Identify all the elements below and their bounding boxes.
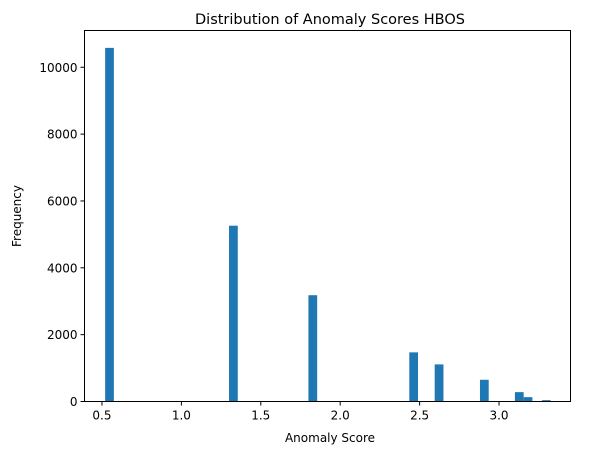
histogram-bar bbox=[409, 352, 419, 402]
y-tick-label: 8000 bbox=[47, 128, 78, 142]
histogram-bar bbox=[308, 295, 318, 402]
plot-area-frame bbox=[84, 30, 571, 402]
y-tick-label: 6000 bbox=[47, 194, 78, 208]
y-axis-label: Frequency bbox=[10, 185, 24, 247]
x-tick-label: 0.5 bbox=[92, 409, 111, 423]
x-tick-label: 1.5 bbox=[251, 409, 270, 423]
y-tick-label: 0 bbox=[70, 395, 78, 409]
y-tick-label: 4000 bbox=[47, 261, 78, 275]
x-axis-ticks: 0.5 1.0 1.5 2.0 2.5 3.0 bbox=[92, 401, 509, 423]
histogram-bar bbox=[229, 225, 238, 402]
histogram-bar bbox=[514, 392, 524, 402]
histogram-bar bbox=[541, 400, 551, 402]
bars-group bbox=[105, 47, 551, 402]
y-axis-ticks: 0 2000 4000 6000 8000 10000 bbox=[39, 61, 85, 409]
histogram-bar bbox=[434, 364, 444, 402]
histogram-bar bbox=[523, 397, 533, 402]
histogram-bar bbox=[105, 47, 114, 402]
x-axis-label: Anomaly Score bbox=[285, 431, 375, 445]
chart-title: Distribution of Anomaly Scores HBOS bbox=[195, 12, 465, 28]
x-tick-label: 2.5 bbox=[410, 409, 429, 423]
x-tick-label: 1.0 bbox=[172, 409, 191, 423]
x-tick-label: 3.0 bbox=[489, 409, 508, 423]
y-tick-label: 10000 bbox=[39, 61, 77, 75]
histogram-bar bbox=[479, 379, 489, 402]
y-tick-label: 2000 bbox=[47, 328, 78, 342]
x-tick-label: 2.0 bbox=[331, 409, 350, 423]
